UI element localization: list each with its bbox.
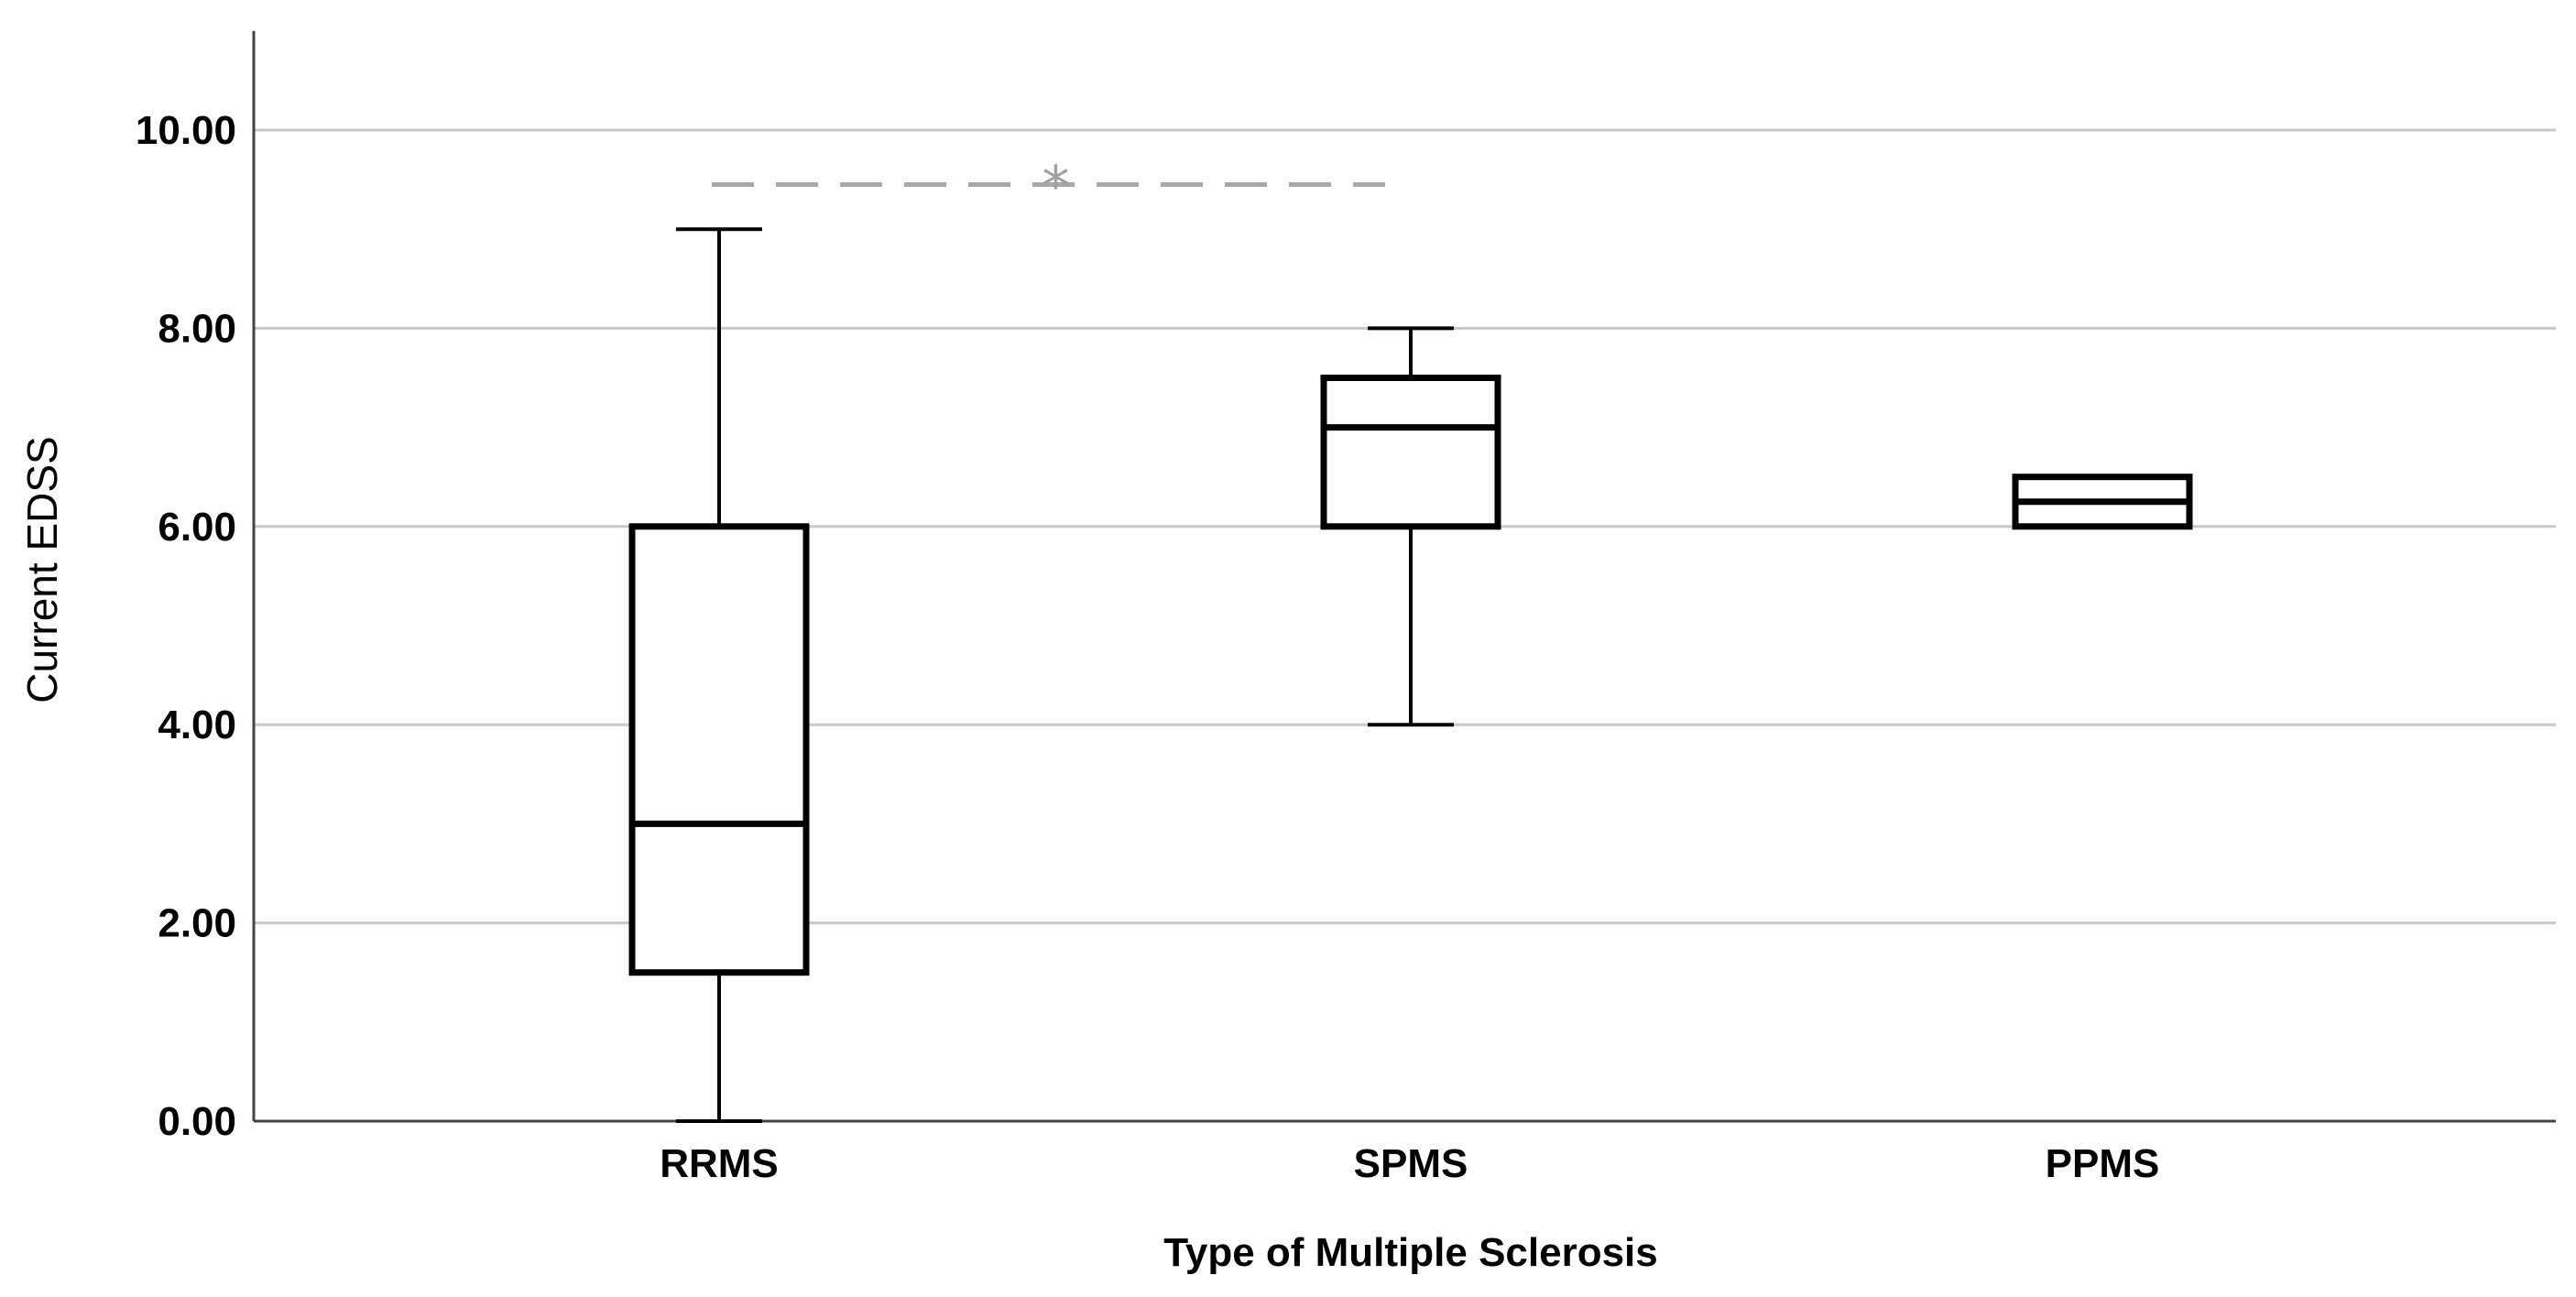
annotations: * [712, 155, 1385, 219]
x-tick-label: PPMS [2046, 1141, 2160, 1186]
y-axis-title: Current EDSS [18, 436, 66, 703]
box-ppms [2012, 474, 2193, 530]
y-tick-label: 8.00 [158, 306, 236, 351]
y-tick-labels: 0.00 2.00 4.00 6.00 8.00 10.00 [136, 108, 236, 1144]
x-axis-title: Type of Multiple Sclerosis [1163, 1230, 1658, 1275]
y-tick-label: 6.00 [158, 505, 236, 550]
x-tick-label: RRMS [660, 1141, 779, 1186]
box-iqr [628, 523, 810, 976]
box-rrms [628, 227, 810, 1123]
significance-star: * [1042, 155, 1070, 219]
x-tick-label: SPMS [1354, 1141, 1468, 1186]
y-tick-label: 0.00 [158, 1099, 236, 1144]
x-tick-labels: RRMS SPMS PPMS [660, 1141, 2159, 1186]
box-iqr [1320, 375, 1501, 530]
box-series [628, 227, 2193, 1123]
box-spms [1320, 326, 1501, 727]
axes [252, 30, 2556, 1123]
y-tick-label: 10.00 [136, 108, 236, 153]
y-tick-label: 4.00 [158, 703, 236, 747]
y-tick-label: 2.00 [158, 901, 236, 946]
